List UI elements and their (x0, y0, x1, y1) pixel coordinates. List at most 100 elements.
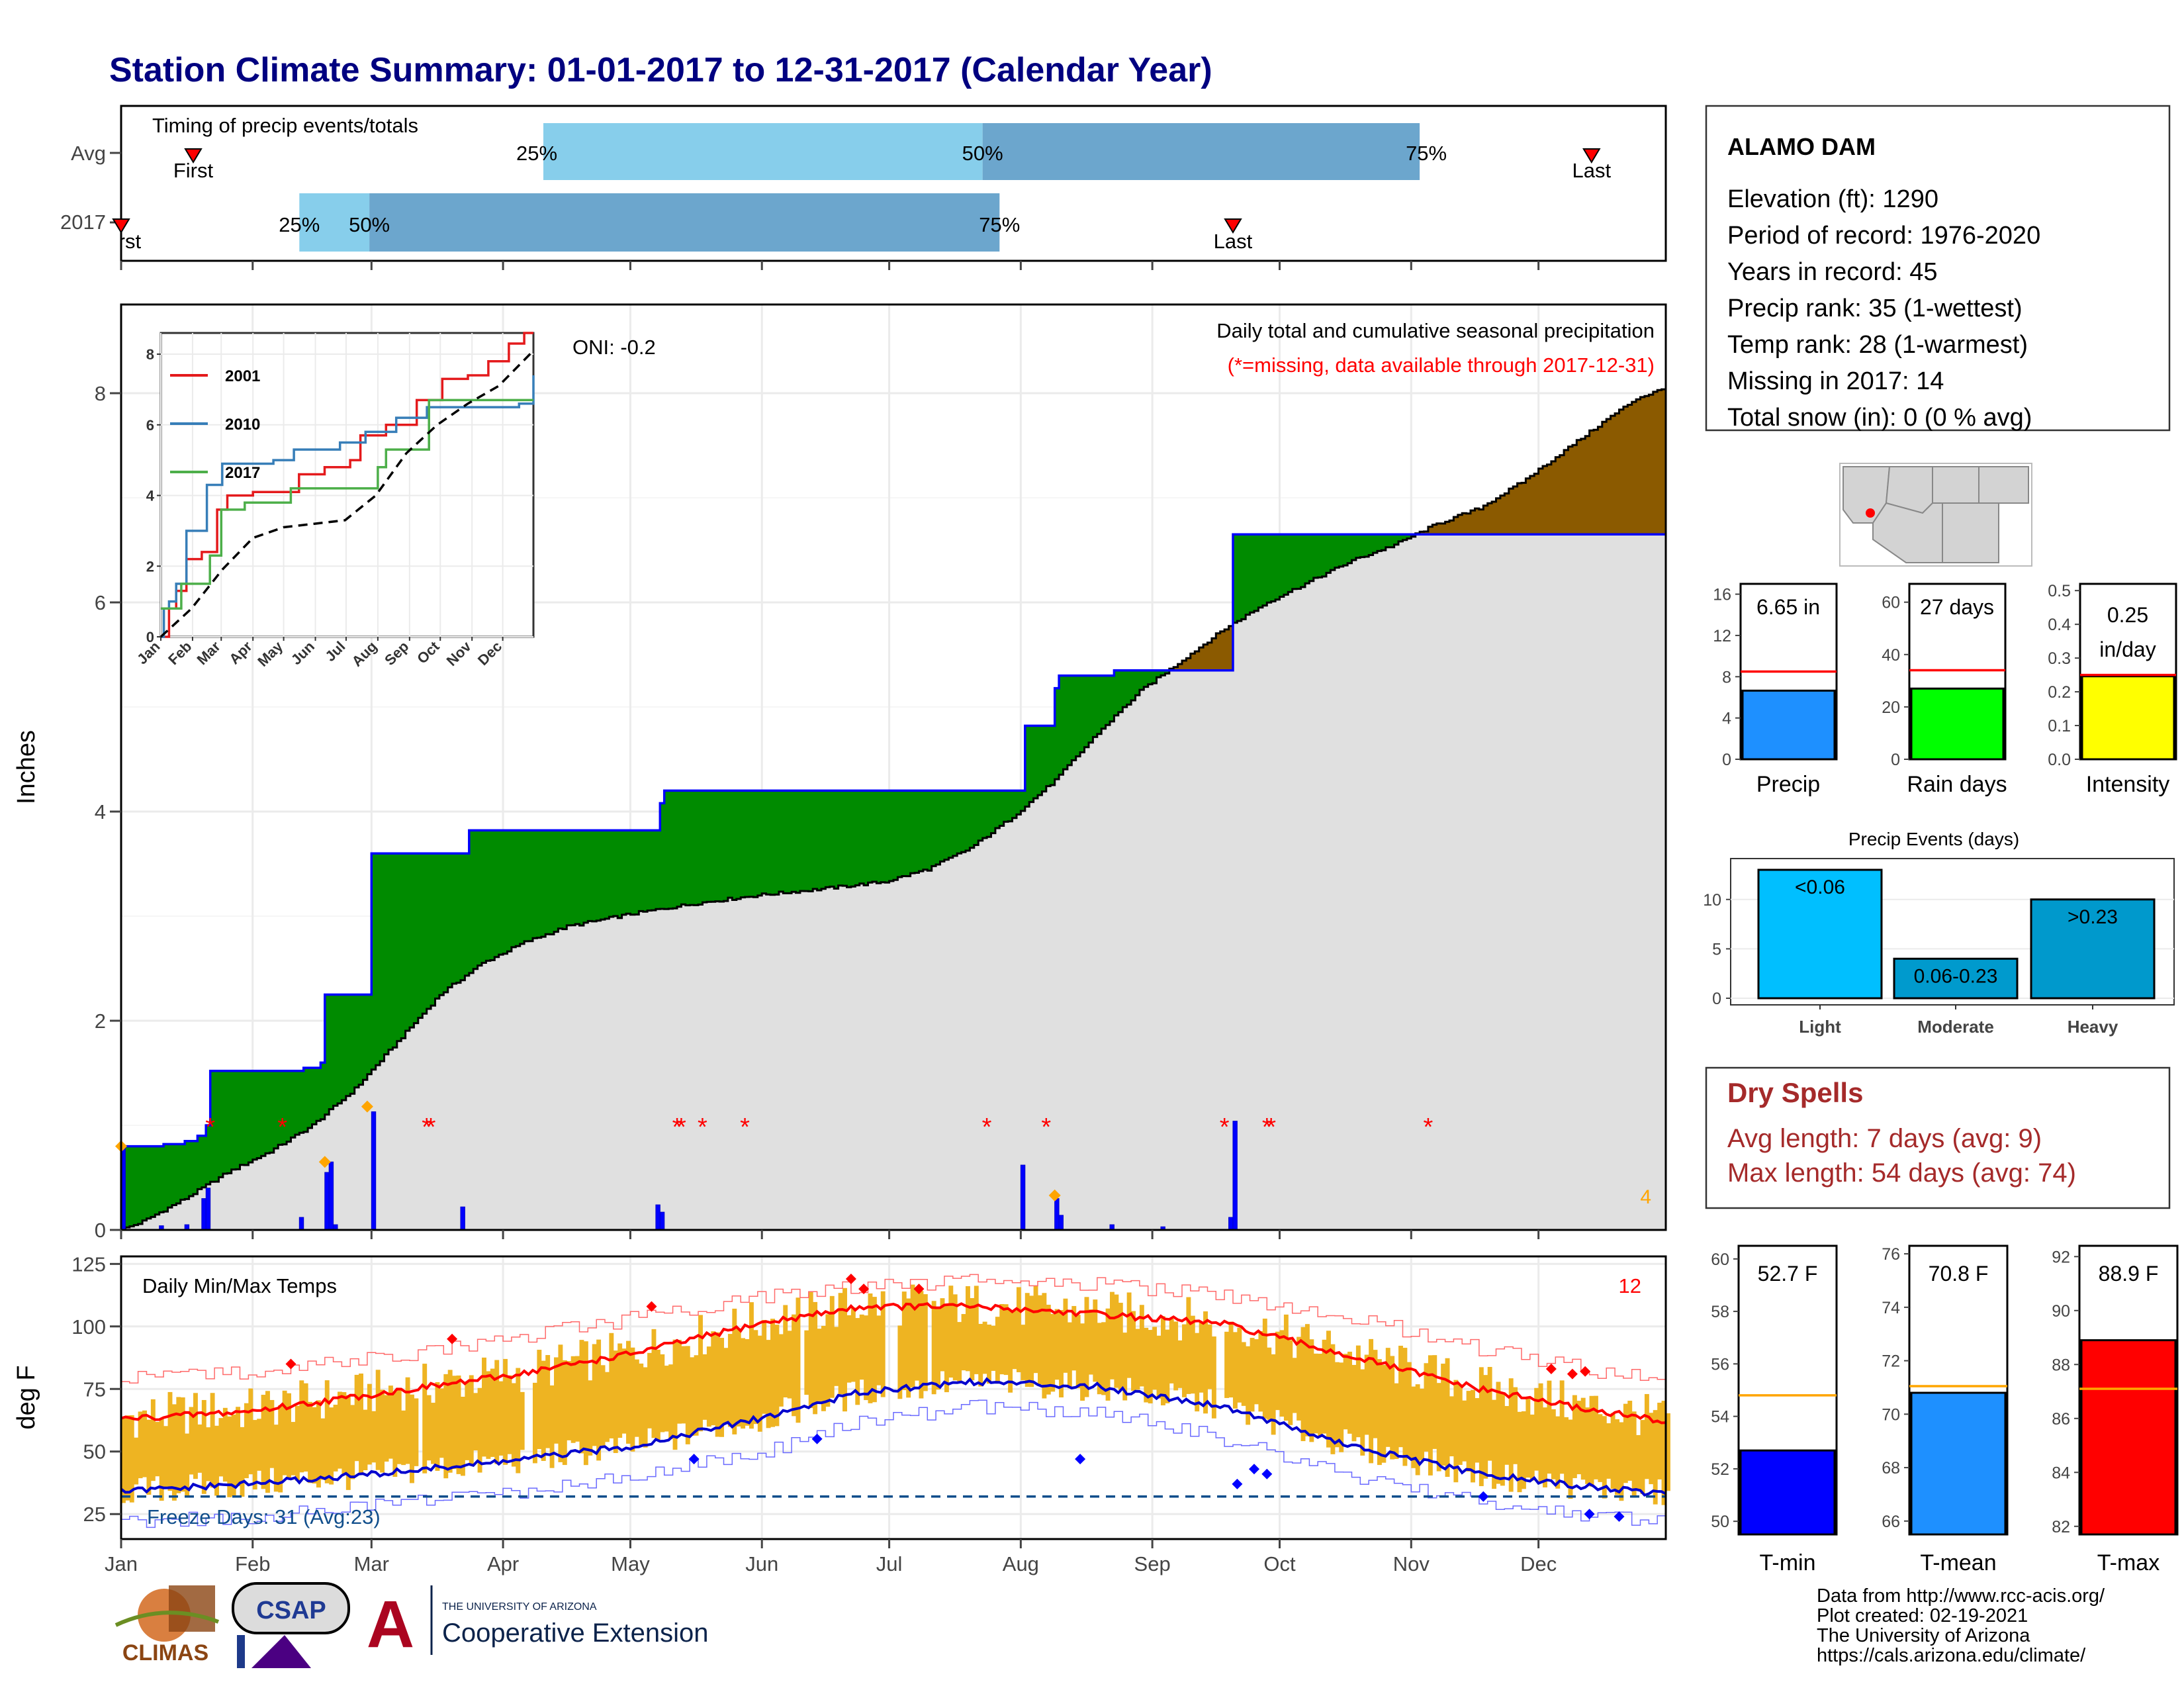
record-low-marker (1249, 1464, 1259, 1475)
daily-temp-bar (1046, 1305, 1051, 1395)
timing-title: Timing of precip events/totals (152, 114, 418, 137)
daily-temp-bar (1402, 1348, 1408, 1466)
daily-temp-bar (1152, 1327, 1158, 1390)
main-ytick-label: 4 (95, 800, 106, 823)
summary-bar-ytick-label: 40 (1882, 646, 1900, 665)
daily-temp-bar (1033, 1286, 1038, 1374)
temp-bar-label: T-min (1760, 1550, 1816, 1575)
summary-bar-value-text: 27 days (1920, 595, 1994, 619)
daily-temp-bar (1547, 1380, 1552, 1474)
daily-temp-bar (1373, 1350, 1378, 1438)
temp-ytick-label: 75 (83, 1378, 106, 1401)
daily-temp-bar (850, 1307, 856, 1382)
temp-bar-T-mean (1910, 1391, 2007, 1536)
daily-temp-bar (486, 1371, 491, 1459)
daily-temp-bar (982, 1321, 987, 1374)
temp-bar-T-max (2080, 1339, 2177, 1536)
main-ytick-label: 2 (95, 1009, 106, 1033)
daily-temp-bar (465, 1381, 470, 1460)
daily-temp-bar (1631, 1411, 1637, 1498)
climas-logo-block (169, 1585, 215, 1632)
daily-temp-bar (1636, 1434, 1641, 1490)
summary-bar-ytick-label: 0 (1891, 751, 1900, 769)
daily-temp-bar (1177, 1340, 1183, 1388)
daily-temp-bar (592, 1344, 597, 1446)
daily-temp-bar (864, 1315, 869, 1401)
daily-temp-bar (1364, 1354, 1369, 1435)
daily-temp-bar (155, 1422, 160, 1477)
record-high-marker (447, 1333, 458, 1344)
daily-temp-bar (1492, 1399, 1497, 1489)
temp-month-label: Dec (1520, 1552, 1557, 1575)
daily-temp-bar (1199, 1322, 1204, 1393)
inset-legend-label: 2017 (225, 464, 260, 482)
missing-day-marker: * (698, 1113, 707, 1141)
daily-temp-bar (380, 1389, 385, 1473)
temp-bar-ytick-label: 50 (1711, 1513, 1729, 1531)
daily-temp-bar (940, 1298, 945, 1372)
daily-temp-bar (363, 1409, 368, 1471)
daily-temp-bar (312, 1407, 317, 1484)
timing-2017-bar-25-50 (299, 193, 370, 252)
main-ytick-label: 0 (95, 1219, 106, 1242)
daily-temp-bar (1135, 1329, 1140, 1390)
daily-temp-bar (1300, 1327, 1306, 1442)
daily-temp-bar (265, 1391, 270, 1493)
daily-temp-bar (507, 1375, 512, 1454)
ua-logo-bg (361, 1587, 420, 1654)
temp-bar-ytick-label: 58 (1711, 1303, 1729, 1321)
daily-temp-bar (1534, 1387, 1539, 1471)
daily-temp-bar (639, 1363, 644, 1446)
avg-max-line (120, 1302, 1666, 1425)
daily-temp-bar (405, 1377, 410, 1464)
daily-temp-bar (838, 1293, 843, 1395)
daily-temp-bar (210, 1393, 215, 1488)
daily-temp-bar (1110, 1291, 1115, 1380)
temp-bar-label: T-max (2097, 1550, 2160, 1575)
daily-temp-bar (1088, 1309, 1093, 1375)
daily-temp-bar (1246, 1346, 1251, 1425)
record-high-marker (858, 1284, 870, 1295)
daily-temp-bar (345, 1395, 351, 1490)
daily-temp-bar (1555, 1416, 1561, 1489)
daily-temp-bar (1559, 1380, 1565, 1474)
events-ytick-label: 5 (1712, 940, 1721, 959)
daily-temp-bar (1471, 1389, 1475, 1483)
daily-precip-bar (324, 1172, 330, 1231)
station-info-line: Years in record: 45 (1727, 258, 1938, 286)
temp-bar-value-text: 88.9 F (2099, 1262, 2159, 1286)
daily-temp-bar (248, 1388, 253, 1475)
station-info-line: Missing in 2017: 14 (1727, 367, 1944, 395)
temp-month-label: Nov (1393, 1552, 1430, 1575)
timing-avg-p50: 50% (962, 142, 1003, 165)
daily-temp-bar (1508, 1378, 1514, 1492)
daily-temp-bar (987, 1325, 991, 1384)
summary-bar-ytick-label: 20 (1882, 698, 1900, 717)
inset-ytick-label: 0 (146, 629, 154, 645)
daily-temp-bar (329, 1407, 334, 1485)
daily-temp-bar (1024, 1293, 1030, 1387)
timing-row-label-avg: Avg (71, 142, 106, 165)
daily-temp-bar (715, 1332, 720, 1437)
timing-2017-last-label: Last (1214, 230, 1253, 253)
csap-logo-mountain (251, 1635, 311, 1668)
daily-temp-bar (1334, 1362, 1340, 1448)
daily-temp-bar (435, 1382, 440, 1471)
daily-temp-bar (719, 1338, 725, 1437)
daily-temp-bar (1496, 1382, 1501, 1484)
daily-temp-bar (1071, 1305, 1077, 1371)
avg-min-line (120, 1377, 1666, 1497)
daily-temp-bar (1589, 1395, 1594, 1487)
daily-temp-bar (359, 1373, 363, 1473)
daily-temp-bar (171, 1404, 177, 1501)
footer-line: Plot created: 02-19-2021 (1817, 1605, 2028, 1626)
daily-temp-bar (324, 1380, 330, 1483)
daily-temp-bar (1619, 1422, 1624, 1501)
temp-month-label: Oct (1263, 1552, 1296, 1575)
summary-bar-Rain days (1910, 687, 2005, 761)
main-ytick-label: 8 (95, 382, 106, 405)
daily-precip-bar (659, 1211, 665, 1231)
daily-temp-bar (1568, 1419, 1573, 1499)
events-category-label: Light (1799, 1017, 1841, 1037)
timing-2017-first-marker (112, 218, 130, 234)
